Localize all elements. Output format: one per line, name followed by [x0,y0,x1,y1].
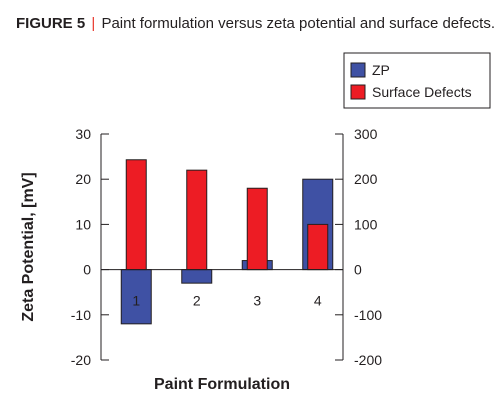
left-tick-label: 10 [75,216,91,232]
left-tick-label: 20 [75,171,91,187]
bar-zp-1 [120,269,152,325]
left-tick-label: 30 [75,126,91,142]
left-tick-label: 0 [83,262,91,278]
bar-surface-defects-1 [125,159,147,271]
category-label: 2 [193,293,201,309]
figure-label: FIGURE 5 [16,15,86,32]
chart-axes [100,133,344,361]
caption-text: Paint formulation versus zeta potential … [101,15,495,32]
bar-surface-defects-3 [246,187,268,271]
figure-caption: FIGURE 5 | Paint formulation versus zeta… [16,15,495,32]
bar-surface-defects-4 [307,223,329,271]
chart-bars [120,159,334,325]
x-axis-title: Paint Formulation [154,376,290,393]
right-tick-label: 100 [354,216,378,232]
legend-label: Surface Defects [372,84,472,100]
legend-swatch-surface-defects [350,84,366,100]
right-tick-label: 0 [354,262,362,278]
legend-swatch-zp [350,62,366,78]
right-tick-label: -200 [354,352,382,368]
legend-frame [343,52,491,109]
right-tick-label: 300 [354,126,378,142]
bar-surface-defects-2 [186,169,208,271]
right-tick-label: -100 [354,307,382,323]
category-label: 4 [314,293,322,309]
bar-zp-2 [181,269,213,284]
category-label: 1 [132,293,140,309]
category-label: 3 [253,293,261,309]
right-tick-label: 200 [354,171,378,187]
caption-separator: | [91,15,96,32]
left-tick-label: -10 [71,307,91,323]
chart-legend: ZP Surface Defects [343,52,491,109]
y-axis-title: Zeta Potential, [mV] [20,172,37,321]
legend-label: ZP [372,62,390,78]
left-tick-label: -20 [71,352,91,368]
